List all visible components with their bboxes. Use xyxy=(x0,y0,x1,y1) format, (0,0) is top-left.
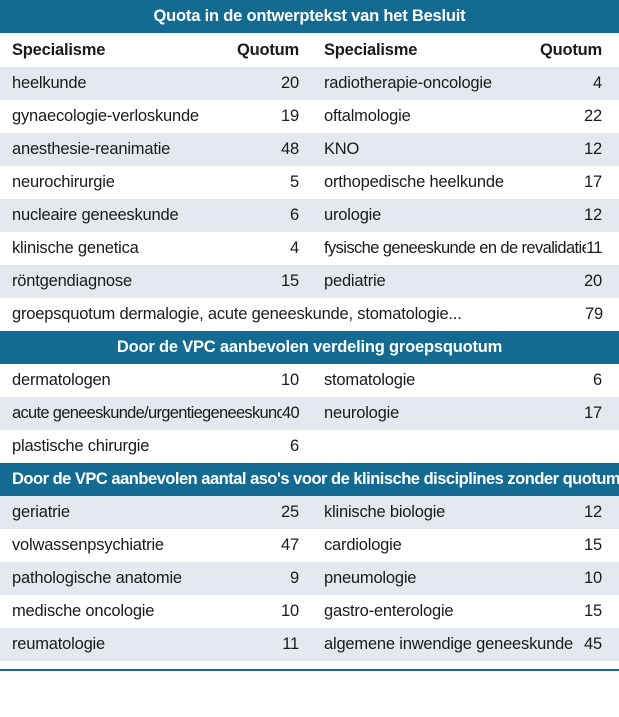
quota-value: 45 xyxy=(584,635,602,653)
quota-value: 10 xyxy=(281,371,299,389)
specialism-name: fysische geneeskunde en de revalidatie xyxy=(324,239,587,257)
specialism-name: oftalmologie xyxy=(324,107,411,125)
specialism-name: dermatologen xyxy=(12,371,111,389)
specialism-name: gynaecologie-verloskunde xyxy=(12,107,199,125)
quota-value: 20 xyxy=(281,74,299,92)
specialism-name: acute geneeskunde/urgentiegeneeskunde xyxy=(12,404,283,422)
quota-value: 47 xyxy=(281,536,299,554)
specialism-name: pediatrie xyxy=(324,272,386,290)
specialism-name: algemene inwendige geneeskunde xyxy=(324,635,574,653)
table-row: volwassenpsychiatrie 47 cardiologie 15 xyxy=(0,529,619,562)
quota-value: 5 xyxy=(290,173,299,191)
specialism-name: neurochirurgie xyxy=(12,173,115,191)
table-row: pathologische anatomie 9 pneumologie 10 xyxy=(0,562,619,595)
quota-value: 6 xyxy=(290,206,299,224)
table-row: röntgendiagnose 15 pediatrie 20 xyxy=(0,265,619,298)
specialism-name: pneumologie xyxy=(324,569,417,587)
table-row: heelkunde 20 radiotherapie-oncologie 4 xyxy=(0,67,619,100)
table-row: neurochirurgie 5 orthopedische heelkunde 1… xyxy=(0,166,619,199)
quota-value: 11 xyxy=(282,635,299,653)
specialism-name: geriatrie xyxy=(12,503,70,521)
table-row: reumatologie 11 algemene inwendige genees… xyxy=(0,628,619,661)
disciplines-without-quota-rows: geriatrie 25 klinische biologie 12 volwass… xyxy=(0,496,619,661)
group-quota-name: groepsquotum dermalogie, acute geneeskun… xyxy=(12,305,462,323)
quota-value: 17 xyxy=(584,404,602,422)
quota-value: 9 xyxy=(290,569,299,587)
quota-value: 4 xyxy=(593,74,602,92)
table-row: geriatrie 25 klinische biologie 12 xyxy=(0,496,619,529)
column-header-quota: Quotum xyxy=(236,41,299,59)
specialism-name: radiotherapie-oncologie xyxy=(324,74,492,92)
specialism-name: KNO xyxy=(324,140,360,158)
specialism-name: pathologische anatomie xyxy=(12,569,182,587)
quota-value: 12 xyxy=(584,503,602,521)
column-header-specialism: Specialisme xyxy=(324,41,418,59)
table-title: Quota in de ontwerptekst van het Besluit xyxy=(0,0,619,33)
column-header-specialism: Specialisme xyxy=(12,41,106,59)
group-quota-value: 79 xyxy=(585,305,603,323)
quota-value: 20 xyxy=(584,272,602,290)
quota-value: 25 xyxy=(281,503,299,521)
table-bottom-border xyxy=(0,661,619,671)
table-row: nucleaire geneeskunde 6 urologie 12 xyxy=(0,199,619,232)
quota-value: 10 xyxy=(584,569,602,587)
quota-value: 4 xyxy=(290,239,299,257)
section-title: Door de VPC aanbevolen verdeling groepsq… xyxy=(0,331,619,364)
specialism-name: heelkunde xyxy=(12,74,87,92)
group-quota-row: groepsquotum dermalogie, acute geneeskun… xyxy=(0,298,619,331)
specialism-name: klinische genetica xyxy=(12,239,139,257)
quota-value: 11 xyxy=(586,239,603,257)
specialism-name: volwassenpsychiatrie xyxy=(12,536,164,554)
section-title: Door de VPC aanbevolen aantal aso's voor… xyxy=(0,463,619,496)
specialism-name: neurologie xyxy=(324,404,400,422)
quota-value: 10 xyxy=(281,602,299,620)
specialism-name: klinische biologie xyxy=(324,503,446,521)
specialism-name: urologie xyxy=(324,206,382,224)
quota-value: 6 xyxy=(593,371,602,389)
quota-value: 19 xyxy=(281,107,299,125)
table-row: acute geneeskunde/urgentiegeneeskunde 40 … xyxy=(0,397,619,430)
specialism-name: anesthesie-reanimatie xyxy=(12,140,171,158)
quota-value: 15 xyxy=(584,536,602,554)
quota-value: 6 xyxy=(290,437,299,455)
specialism-name: orthopedische heelkunde xyxy=(324,173,504,191)
table-row: dermatologen 10 stomatologie 6 xyxy=(0,364,619,397)
table-row: plastische chirurgie 6 xyxy=(0,430,619,463)
specialism-name: plastische chirurgie xyxy=(12,437,150,455)
quota-rows: heelkunde 20 radiotherapie-oncologie 4 gyn… xyxy=(0,67,619,331)
quota-value: 15 xyxy=(281,272,299,290)
specialism-name: reumatologie xyxy=(12,635,105,653)
specialism-name: röntgendiagnose xyxy=(12,272,132,290)
quota-value: 48 xyxy=(281,140,299,158)
specialism-name xyxy=(324,430,602,463)
quota-value: 15 xyxy=(584,602,602,620)
specialism-name: gastro-enterologie xyxy=(324,602,454,620)
quota-value: 17 xyxy=(584,173,602,191)
table-row: gynaecologie-verloskunde 19 oftalmologie 2… xyxy=(0,100,619,133)
quota-value: 22 xyxy=(584,107,602,125)
table-row: klinische genetica 4 fysische geneeskunde… xyxy=(0,232,619,265)
table-row: anesthesie-reanimatie 48 KNO 12 xyxy=(0,133,619,166)
column-header-row: Specialisme Quotum Specialisme Quotum xyxy=(0,33,619,67)
specialism-name: stomatologie xyxy=(324,371,416,389)
quota-value: 12 xyxy=(584,140,602,158)
specialism-name: medische oncologie xyxy=(12,602,155,620)
quota-value: 12 xyxy=(584,206,602,224)
specialism-name: cardiologie xyxy=(324,536,402,554)
quota-value: 40 xyxy=(282,404,300,422)
column-header-quota: Quotum xyxy=(539,41,602,59)
specialism-name: nucleaire geneeskunde xyxy=(12,206,179,224)
quota-table: Quota in de ontwerptekst van het Besluit… xyxy=(0,0,619,671)
group-quota-distribution-rows: dermatologen 10 stomatologie 6 acute genee… xyxy=(0,364,619,463)
table-row: medische oncologie 10 gastro-enterologie 1… xyxy=(0,595,619,628)
